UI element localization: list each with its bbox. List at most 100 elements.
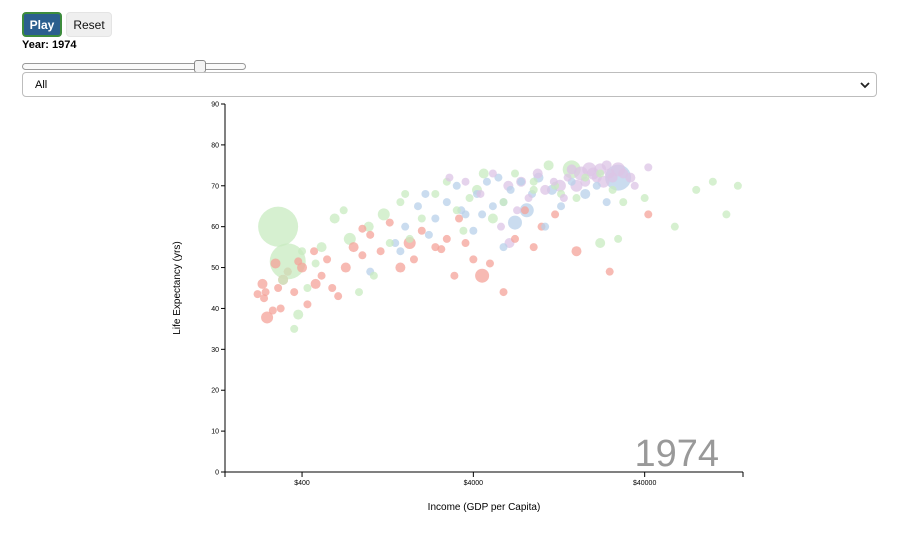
- y-tick-label: 20: [211, 388, 219, 395]
- data-point: [358, 251, 367, 260]
- data-point: [329, 213, 340, 224]
- data-point: [401, 189, 410, 198]
- data-point: [607, 172, 618, 183]
- data-point: [445, 173, 454, 182]
- data-point: [405, 234, 414, 243]
- data-point: [452, 181, 461, 190]
- data-point: [488, 169, 497, 178]
- data-point: [510, 234, 519, 243]
- play-button[interactable]: Play: [22, 12, 62, 37]
- data-point: [540, 184, 551, 195]
- data-point: [328, 284, 337, 292]
- data-point: [261, 311, 274, 324]
- data-point: [376, 247, 385, 256]
- data-point: [442, 198, 451, 207]
- data-point: [529, 185, 538, 194]
- data-point: [293, 309, 304, 320]
- data-point: [507, 215, 522, 230]
- data-point: [549, 177, 558, 186]
- data-point: [417, 214, 426, 223]
- data-point: [469, 255, 478, 264]
- data-point: [478, 168, 489, 179]
- data-point: [369, 271, 378, 280]
- data-point: [253, 290, 262, 299]
- data-point: [274, 284, 283, 292]
- data-point: [494, 173, 503, 182]
- data-point: [517, 177, 526, 186]
- data-point: [424, 230, 433, 239]
- data-point: [733, 181, 742, 190]
- data-point: [592, 181, 601, 190]
- data-point: [431, 189, 440, 198]
- x-tick-label: $4000: [464, 480, 484, 487]
- data-point: [298, 247, 307, 256]
- data-point: [532, 168, 543, 179]
- data-point: [395, 262, 406, 273]
- data-point: [258, 206, 299, 247]
- data-point: [269, 243, 306, 280]
- data-point: [461, 177, 470, 186]
- data-point: [413, 202, 422, 211]
- year-slider-track[interactable]: [22, 63, 246, 70]
- data-point: [452, 206, 461, 215]
- data-point: [571, 246, 582, 257]
- data-point: [541, 222, 550, 231]
- data-point: [529, 243, 538, 252]
- data-point: [283, 267, 292, 276]
- data-point: [608, 185, 617, 194]
- data-point: [396, 247, 405, 256]
- data-point: [488, 202, 497, 211]
- data-point: [294, 257, 303, 266]
- region-filter-value: All: [35, 78, 48, 91]
- y-tick-label: 80: [211, 142, 219, 149]
- data-point: [465, 194, 474, 203]
- data-point: [450, 271, 459, 280]
- y-tick-label: 0: [215, 470, 219, 477]
- data-point: [572, 194, 581, 203]
- data-point: [261, 288, 270, 297]
- data-point: [670, 222, 679, 231]
- data-point: [543, 160, 554, 171]
- data-point: [708, 177, 717, 186]
- x-tick-label: $40000: [633, 480, 656, 487]
- data-point: [510, 169, 519, 178]
- x-tick-label: $400: [294, 480, 310, 487]
- y-tick-label: 50: [211, 265, 219, 272]
- reset-button[interactable]: Reset: [66, 12, 112, 37]
- data-point: [506, 185, 515, 194]
- data-point: [722, 210, 731, 219]
- data-point: [290, 324, 299, 333]
- data-point: [317, 271, 326, 280]
- data-point: [601, 160, 612, 171]
- x-axis-title: Income (GDP per Capita): [428, 502, 541, 513]
- data-point: [421, 189, 430, 198]
- data-point: [311, 259, 320, 268]
- data-point: [260, 294, 269, 303]
- data-point: [499, 198, 508, 207]
- points-layer: [253, 160, 742, 333]
- data-point: [563, 173, 572, 182]
- data-point: [278, 274, 289, 285]
- data-point: [303, 300, 312, 309]
- y-tick-label: 90: [211, 102, 219, 109]
- data-point: [358, 224, 367, 233]
- data-point: [497, 222, 506, 231]
- data-point: [340, 262, 351, 273]
- data-point: [478, 210, 487, 219]
- y-axis-title: Life Expectancy (yrs): [172, 241, 183, 334]
- data-point: [581, 173, 590, 182]
- data-point: [303, 284, 312, 292]
- data-point: [596, 169, 605, 178]
- data-point: [339, 206, 348, 215]
- data-point: [268, 306, 277, 315]
- region-filter-select[interactable]: All: [22, 72, 877, 97]
- data-point: [257, 278, 268, 289]
- data-point: [348, 242, 359, 253]
- chevron-down-icon: [860, 82, 870, 89]
- data-point: [602, 198, 611, 207]
- data-point: [485, 259, 494, 268]
- data-point: [644, 163, 653, 172]
- data-point: [385, 218, 394, 227]
- data-point: [625, 172, 636, 183]
